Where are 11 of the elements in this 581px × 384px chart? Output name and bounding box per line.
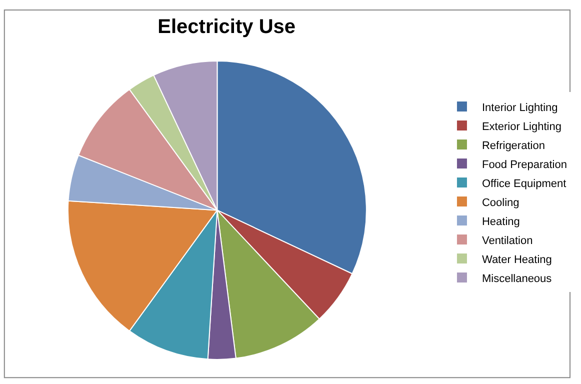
legend-label: Office Equipment (482, 178, 566, 190)
legend-label: Heating (482, 216, 520, 228)
chart-title: Electricity Use (158, 16, 296, 38)
legend-label: Cooling (482, 196, 520, 209)
legend-label: Refrigeration (482, 140, 545, 152)
legend-label: Water Heating (482, 254, 552, 266)
legend-label: Ventilation (482, 234, 533, 247)
legend-label: Interior Lighting (482, 102, 558, 114)
legend-label: Food Preparation (482, 158, 567, 171)
legend-label: Exterior Lighting (482, 120, 562, 133)
legend-label: Miscellaneous (482, 272, 552, 285)
